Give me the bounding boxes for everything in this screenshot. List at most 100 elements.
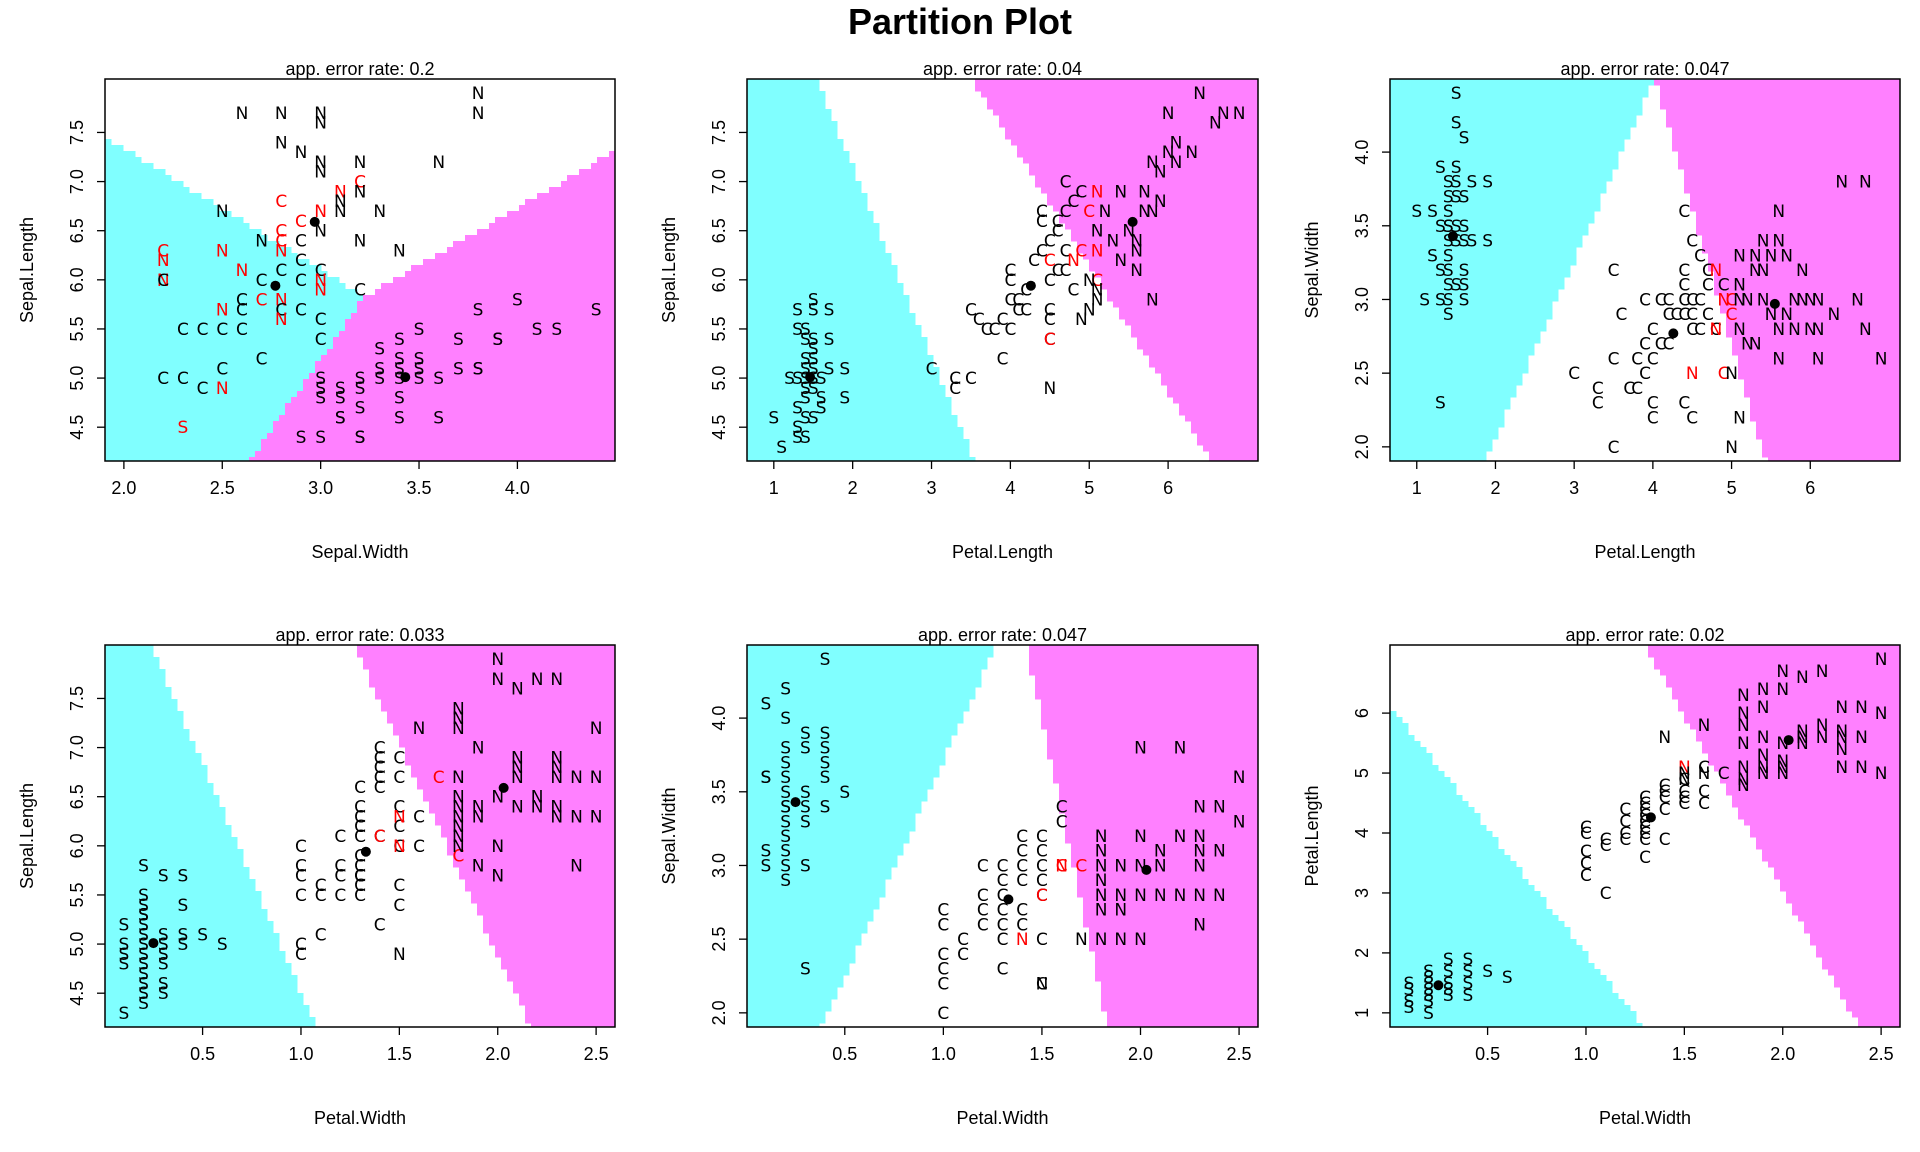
- region-cell: [387, 289, 394, 296]
- region-cell: [213, 235, 220, 242]
- region-cell: [831, 415, 838, 422]
- region-cell: [585, 343, 592, 350]
- region-cell: [513, 373, 520, 380]
- region-cell: [141, 295, 148, 302]
- region-cell: [867, 421, 874, 428]
- region-cell: [387, 319, 394, 326]
- region-cell: [891, 283, 898, 290]
- region-cell: [537, 391, 544, 398]
- region-cell: [255, 427, 262, 434]
- region-cell: [771, 361, 778, 368]
- region-cell: [321, 439, 328, 446]
- region-cell: [789, 211, 796, 218]
- region-cell: [855, 331, 862, 338]
- region-cell: [165, 253, 172, 260]
- region-cell: [327, 349, 334, 356]
- region-cell: [519, 325, 526, 332]
- region-cell: [753, 391, 760, 398]
- region-cell: [189, 331, 196, 338]
- region-cell: [753, 319, 760, 326]
- region-cell: [429, 301, 436, 308]
- region-cell: [249, 259, 256, 266]
- region-cell: [825, 391, 832, 398]
- region-cell: [819, 163, 826, 170]
- region-cell: [747, 457, 754, 461]
- region-cell: [213, 385, 220, 392]
- region-cell: [357, 385, 364, 392]
- region-cell: [141, 223, 148, 230]
- region-cell: [429, 409, 436, 416]
- region-cell: [435, 253, 442, 260]
- region-cell: [105, 139, 112, 146]
- region-cell: [795, 151, 802, 158]
- region-cell: [765, 385, 772, 392]
- region-cell: [261, 379, 268, 386]
- region-cell: [351, 445, 358, 452]
- region-cell: [237, 271, 244, 278]
- region-cell: [867, 349, 874, 356]
- region-cell: [165, 349, 172, 356]
- region-cell: [153, 337, 160, 344]
- region-cell: [201, 235, 208, 242]
- region-cell: [195, 259, 202, 266]
- region-cell: [753, 415, 760, 422]
- region-cell: [795, 451, 802, 458]
- region-cell: [747, 121, 754, 128]
- region-cell: [525, 271, 532, 278]
- region-cell: [303, 421, 310, 428]
- region-cell: [549, 397, 556, 404]
- region-cell: [111, 349, 118, 356]
- region-cell: [783, 451, 790, 458]
- region-cell: [543, 211, 550, 218]
- region-cell: [861, 325, 868, 332]
- region-cell: [549, 379, 556, 386]
- point-label: S: [355, 428, 366, 448]
- region-cell: [405, 451, 412, 458]
- region-cell: [447, 451, 454, 458]
- region-cell: [159, 331, 166, 338]
- region-cell: [531, 397, 538, 404]
- region-cell: [585, 277, 592, 284]
- region-cell: [819, 451, 826, 458]
- region-cell: [603, 313, 610, 320]
- region-cell: [105, 415, 112, 422]
- region-cell: [339, 409, 346, 416]
- region-cell: [351, 355, 358, 362]
- region-cell: [861, 277, 868, 284]
- region-cell: [129, 307, 136, 314]
- point-label: N: [472, 84, 485, 104]
- region-cell: [147, 217, 154, 224]
- region-cell: [105, 223, 112, 230]
- region-cell: [555, 379, 562, 386]
- region-cell: [861, 415, 868, 422]
- region-cell: [129, 427, 136, 434]
- region-cell: [771, 295, 778, 302]
- region-cell: [747, 385, 754, 392]
- region-cell: [249, 343, 256, 350]
- region-cell: [555, 187, 562, 194]
- region-cell: [759, 103, 766, 110]
- region-cell: [405, 415, 412, 422]
- region-cell: [399, 277, 406, 284]
- region-cell: [213, 265, 220, 272]
- region-cell: [225, 223, 232, 230]
- region-cell: [525, 265, 532, 272]
- region-cell: [795, 331, 802, 338]
- region-cell: [771, 109, 778, 116]
- point-label: N: [275, 104, 288, 124]
- region-cell: [369, 397, 376, 404]
- region-cell: [519, 355, 526, 362]
- region-cell: [135, 295, 142, 302]
- region-cell: [759, 223, 766, 230]
- region-cell: [753, 235, 760, 242]
- region-cell: [753, 421, 760, 428]
- region-cell: [129, 229, 136, 236]
- region-cell: [231, 451, 238, 458]
- region-cell: [489, 451, 496, 458]
- region-cell: [573, 283, 580, 290]
- region-cell: [483, 385, 490, 392]
- region-cell: [213, 247, 220, 254]
- region-cell: [855, 337, 862, 344]
- region-cell: [225, 253, 232, 260]
- region-cell: [159, 211, 166, 218]
